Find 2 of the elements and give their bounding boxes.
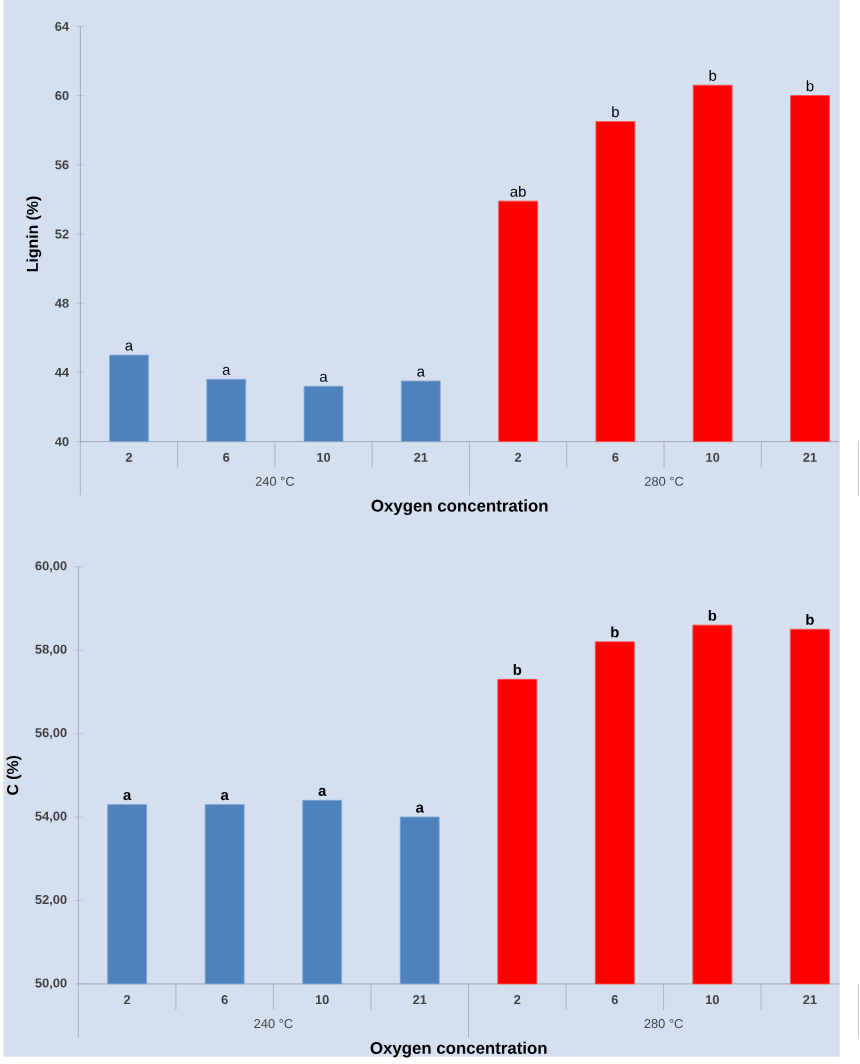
x-axis-title: Oxygen concentration: [371, 1041, 547, 1058]
x-axis-title: Oxygen concentration: [372, 499, 548, 516]
